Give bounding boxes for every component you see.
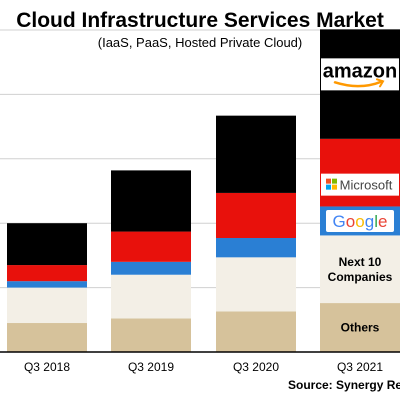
bar-google-q3-2019 <box>111 261 191 275</box>
bar-next-10-companies-q3-2020 <box>216 257 296 312</box>
google-logo-letter: l <box>374 212 378 231</box>
bar-google-q3-2020 <box>216 238 296 258</box>
amazon-logo: amazon <box>323 60 397 82</box>
label-next-10-companies-line-2: Companies <box>328 270 393 284</box>
bar-next-10-companies-q3-2021 <box>320 235 400 304</box>
bar-google-q3-2018 <box>7 281 87 288</box>
bar-amazon-q3-2019 <box>111 170 191 232</box>
microsoft-logo-square <box>326 178 331 184</box>
bar-amazon-q3-2018 <box>7 223 87 266</box>
amazon-smile-icon <box>333 80 384 88</box>
microsoft-logo-square <box>326 184 331 190</box>
bar-next-10-companies-q3-2018 <box>7 287 87 324</box>
bars <box>7 29 400 352</box>
bar-microsoft-q3-2019 <box>111 231 191 262</box>
bar-others-q3-2018 <box>7 323 87 352</box>
bar-others-q3-2020 <box>216 311 296 352</box>
microsoft-logo-background <box>321 173 399 196</box>
bar-amazon-q3-2020 <box>216 115 296 193</box>
chart-subtitle: (IaaS, PaaS, Hosted Private Cloud) <box>98 35 303 50</box>
google-logo-letter: G <box>333 212 346 231</box>
microsoft-logo: Microsoft <box>340 178 393 193</box>
label-next-10-companies-line-1: Next 10 <box>339 255 382 269</box>
x-tick-q3-2020: Q3 2020 <box>233 360 279 374</box>
google-logo-letter: g <box>365 212 374 231</box>
google-logo-background <box>326 209 394 232</box>
bar-next-10-companies-q3-2019 <box>111 274 191 319</box>
google-logo-letter: e <box>378 212 387 231</box>
google-logo-letter: o <box>346 212 355 231</box>
amazon-arrow-icon <box>376 78 385 88</box>
google-logo-letter: o <box>355 212 364 231</box>
microsoft-logo-square <box>332 184 337 190</box>
bar-microsoft-q3-2021 <box>320 138 400 207</box>
x-tick-q3-2018: Q3 2018 <box>24 360 70 374</box>
microsoft-logo-square <box>332 178 337 184</box>
x-tick-q3-2019: Q3 2019 <box>128 360 174 374</box>
x-tick-q3-2021: Q3 2021 <box>337 360 383 374</box>
bar-microsoft-q3-2018 <box>7 265 87 282</box>
bar-others-q3-2021 <box>320 303 400 352</box>
x-tick-labels: Q3 2018 Q3 2019 Q3 2020 Q3 2021 <box>24 360 383 374</box>
bar-microsoft-q3-2020 <box>216 192 296 239</box>
bar-others-q3-2019 <box>111 318 191 352</box>
chart-title: Cloud Infrastructure Services Market <box>16 9 384 32</box>
label-others: Others <box>341 321 380 335</box>
google-logo: Google <box>333 212 388 231</box>
source-note: Source: Synergy Research Group <box>288 378 400 392</box>
